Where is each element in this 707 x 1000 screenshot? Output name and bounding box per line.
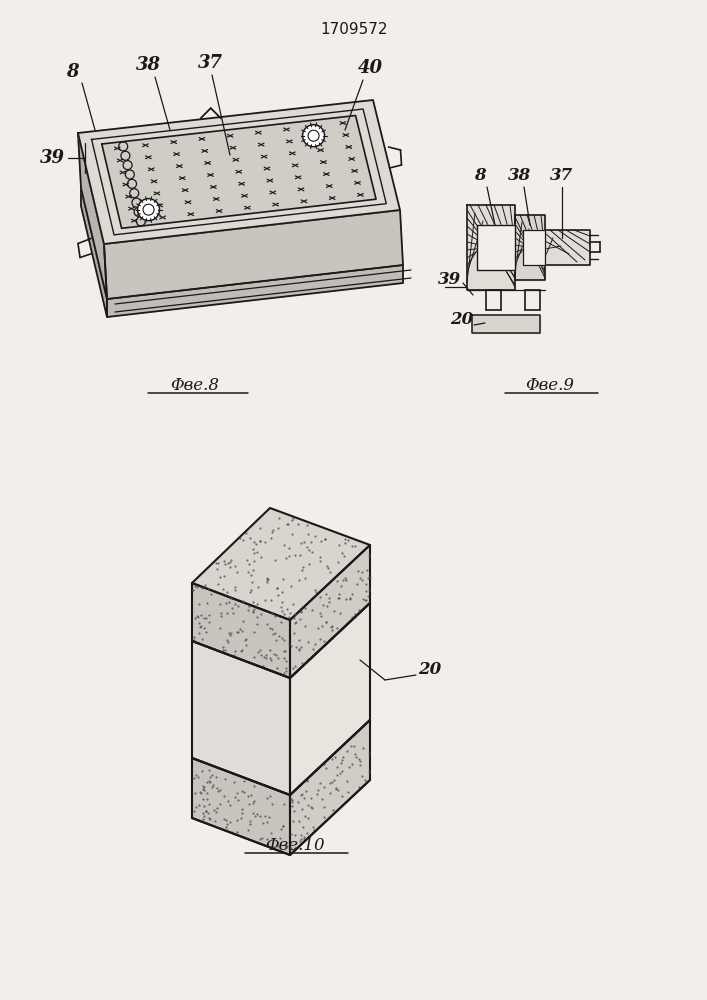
Polygon shape — [515, 215, 545, 280]
Polygon shape — [192, 641, 290, 795]
Polygon shape — [192, 758, 290, 855]
Text: 40: 40 — [358, 59, 382, 77]
Text: Φве.8: Φве.8 — [170, 376, 219, 393]
Polygon shape — [523, 230, 545, 265]
Polygon shape — [290, 720, 370, 855]
Text: 39: 39 — [438, 271, 462, 288]
Polygon shape — [81, 188, 107, 317]
Circle shape — [138, 199, 160, 221]
Text: Φве.9: Φве.9 — [525, 376, 575, 393]
Polygon shape — [545, 230, 590, 265]
Polygon shape — [477, 225, 515, 270]
Text: 8: 8 — [66, 63, 78, 81]
Text: 20: 20 — [419, 662, 442, 678]
Polygon shape — [192, 508, 370, 620]
Text: 38: 38 — [508, 166, 532, 184]
Text: 37: 37 — [197, 54, 223, 72]
Text: Φве.10: Φве.10 — [265, 836, 325, 854]
Polygon shape — [192, 583, 290, 678]
Polygon shape — [102, 116, 376, 228]
Text: 1709572: 1709572 — [320, 22, 387, 37]
Text: 20: 20 — [450, 312, 474, 328]
Polygon shape — [290, 603, 370, 795]
Polygon shape — [472, 315, 540, 333]
Polygon shape — [107, 265, 403, 317]
Circle shape — [303, 125, 325, 147]
Text: 39: 39 — [40, 149, 64, 167]
Text: 8: 8 — [474, 166, 486, 184]
Text: 37: 37 — [550, 166, 573, 184]
Polygon shape — [104, 210, 403, 299]
Polygon shape — [467, 205, 515, 290]
Text: 38: 38 — [136, 56, 160, 74]
Polygon shape — [290, 545, 370, 678]
Polygon shape — [78, 133, 107, 299]
Polygon shape — [78, 100, 400, 244]
